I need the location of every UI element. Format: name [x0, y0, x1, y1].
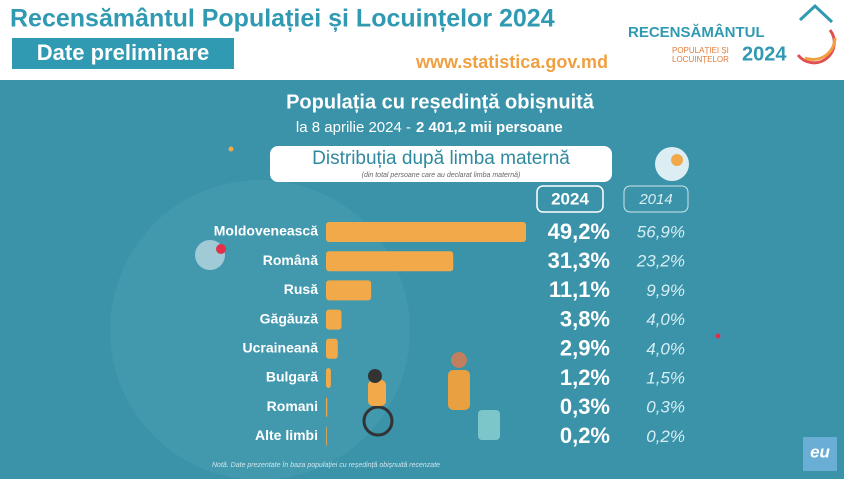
logo-line: POPULAȚIEI ȘI: [672, 46, 729, 55]
value-label: 11,1%: [549, 277, 610, 302]
category-label: Română: [263, 252, 318, 268]
value-label-2014: 4,0%: [646, 310, 685, 329]
subheading-total: 2 401,2 mii persoane: [416, 119, 563, 136]
bar: [326, 368, 331, 388]
corner-logo-bg: [803, 437, 837, 471]
header-title: Recensământul Populației și Locuințelor …: [10, 5, 555, 33]
corner-logo: eu: [810, 442, 830, 461]
people-illustration: [362, 352, 500, 440]
badge: Date preliminare: [37, 40, 209, 65]
bar: [326, 251, 454, 272]
category-label: Ucraineană: [243, 340, 319, 356]
category-label: Găgăuză: [260, 310, 319, 326]
value-label-2014: 0,3%: [646, 398, 685, 417]
value-label: 3,8%: [560, 306, 610, 331]
note: Notă. Date prezentate în baza populației…: [212, 462, 440, 469]
bar: [326, 397, 328, 418]
title-box: [270, 146, 612, 182]
category-label: Bulgară: [266, 369, 318, 385]
deco-dot: [228, 146, 234, 152]
logo-arcs: [796, 3, 837, 65]
deco-circle: [655, 147, 689, 181]
value-label-2014: 56,9%: [637, 222, 685, 241]
bar: [326, 426, 327, 447]
value-label: 49,2%: [548, 219, 610, 244]
value-label-2014: 4,0%: [646, 339, 685, 358]
value-label: 0,3%: [560, 394, 610, 419]
category-label: Alte limbi: [255, 427, 318, 443]
category-label: Moldovenească: [214, 223, 318, 239]
logo-line: LOCUINȚELOR: [672, 55, 729, 64]
bar: [326, 309, 342, 330]
legend-label: 2024: [551, 189, 589, 208]
logo-word: RECENSĂMÂNTUL: [628, 23, 765, 41]
heading: Populația cu reședință obișnuită: [286, 91, 595, 113]
bar: [326, 338, 338, 359]
legend-box: [536, 185, 604, 213]
value-label: 31,3%: [548, 248, 610, 273]
value-label-2014: 1,5%: [646, 368, 685, 387]
bar: [326, 222, 526, 242]
chart-title: Distribuția după limba maternă: [312, 148, 570, 169]
badge-bg: [12, 38, 234, 69]
value-label: 1,2%: [560, 365, 610, 390]
legend-box: [623, 185, 689, 213]
url: www.statistica.gov.md: [415, 52, 608, 72]
legend-label: 2014: [638, 191, 672, 208]
value-label-2014: 0,2%: [646, 427, 685, 446]
value-label-2014: 9,9%: [646, 281, 685, 300]
deco-dot: [216, 244, 226, 254]
value-label-2014: 23,2%: [636, 252, 685, 271]
subheading-date: la 8 aprilie 2024 -: [296, 119, 411, 136]
category-label: Romani: [267, 398, 318, 414]
deco-dot: [715, 333, 721, 339]
value-label: 0,2%: [560, 423, 610, 448]
chart-subtitle: (din total persoane care au declarat lim…: [362, 172, 521, 179]
value-label: 2,9%: [560, 336, 610, 361]
bar: [326, 280, 372, 301]
category-label: Rusă: [284, 281, 318, 297]
deco-dot: [671, 154, 683, 166]
logo-year: 2024: [742, 43, 787, 65]
